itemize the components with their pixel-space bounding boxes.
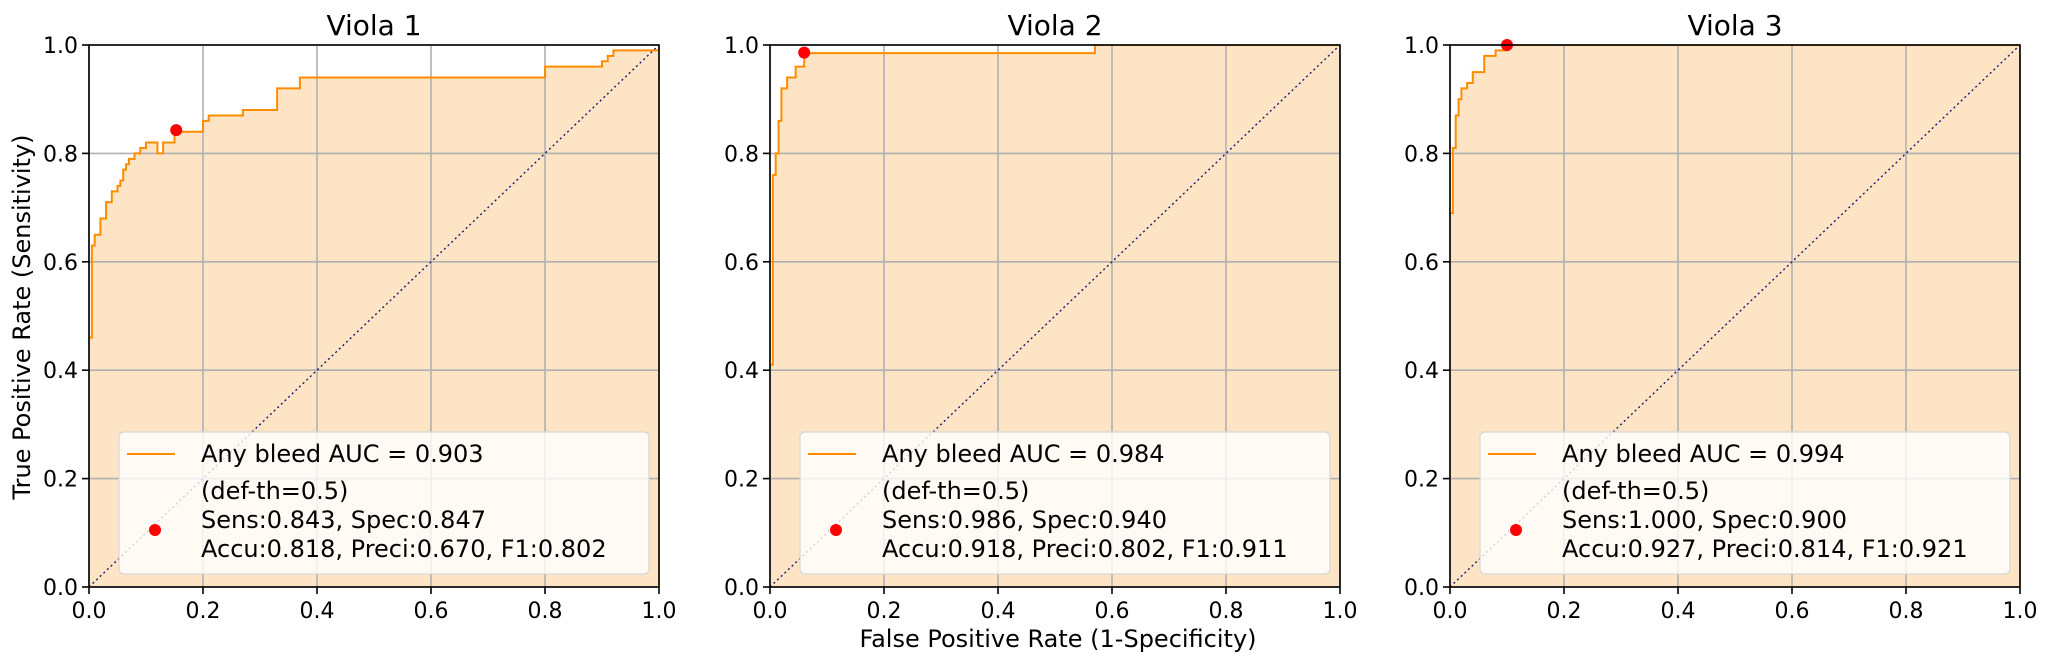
legend-metrics-line: Sens:0.843, Spec:0.847: [201, 506, 486, 534]
x-tick-label: 0.0: [1433, 599, 1468, 624]
x-tick-label: 1.0: [1323, 599, 1358, 624]
x-tick-label: 0.2: [186, 599, 221, 624]
legend-metrics-line: Accu:0.818, Preci:0.670, F1:0.802: [201, 535, 607, 563]
x-axis-label: False Positive Rate (1-Specificity): [859, 625, 1256, 653]
chart-title: Viola 2: [1007, 9, 1102, 42]
legend-auc-label: Any bleed AUC = 0.984: [882, 440, 1165, 468]
roc-curve-line: [89, 49, 659, 339]
legend-box: [118, 431, 650, 575]
y-tick-label: 0.6: [43, 251, 78, 276]
y-tick-label: 0.0: [1404, 576, 1439, 601]
y-tick-label: 0.8: [43, 142, 78, 167]
x-tick-label: 1.0: [2003, 599, 2038, 624]
legend-metrics-line: Accu:0.927, Preci:0.814, F1:0.921: [1562, 535, 1968, 563]
y-tick-label: 0.2: [1404, 468, 1439, 493]
chart-title: Viola 1: [326, 9, 421, 42]
x-tick-label: 0.2: [867, 599, 902, 624]
legend-metrics-line: (def-th=0.5): [201, 477, 348, 505]
x-tick-label: 0.2: [1547, 599, 1582, 624]
legend-metrics-line: (def-th=0.5): [882, 477, 1029, 505]
y-tick-label: 0.4: [724, 359, 759, 384]
legend-auc-label: Any bleed AUC = 0.903: [201, 440, 484, 468]
x-tick-label: 1.0: [642, 599, 677, 624]
operating-point-marker: [798, 46, 811, 59]
axes-frame: [769, 44, 1341, 588]
legend-point-swatch: [1510, 524, 1522, 536]
x-tick-label: 0.8: [528, 599, 563, 624]
chart-title: Viola 3: [1687, 9, 1782, 42]
x-tick-label: 0.6: [1095, 599, 1130, 624]
roc-curve-line: [1450, 45, 2020, 215]
y-tick-label: 1.0: [1404, 34, 1439, 59]
chart-panel-2: 0.0 0.2 0.4 0.6 0.8 1.0 0.0 0.2 0.4 0.6 0.8 1.0 Viol…: [724, 9, 1358, 624]
y-tick-label: 1.0: [724, 34, 759, 59]
legend-point-swatch: [830, 524, 842, 536]
y-tick-label: 0.4: [1404, 359, 1439, 384]
x-tick-label: 0.8: [1209, 599, 1244, 624]
legend-metrics-line: Sens:0.986, Spec:0.940: [882, 506, 1167, 534]
chart-panels: 0.0 0.2 0.4 0.6 0.8 1.0 0.0 0.2 0.4 0.6 0.8 1.0 Viol…: [43, 9, 2038, 624]
x-tick-label: 0.4: [981, 599, 1016, 624]
x-tick-label: 0.0: [753, 599, 788, 624]
y-tick-label: 0.0: [43, 576, 78, 601]
x-tick-label: 0.4: [300, 599, 335, 624]
roc-curve-line: [770, 45, 1340, 366]
y-tick-label: 0.2: [724, 468, 759, 493]
y-tick-label: 0.8: [1404, 142, 1439, 167]
legend-metrics-line: (def-th=0.5): [1562, 477, 1709, 505]
y-tick-label: 0.4: [43, 359, 78, 384]
y-tick-label: 1.0: [43, 34, 78, 59]
legend-point-swatch: [149, 524, 161, 536]
legend-auc-label: Any bleed AUC = 0.994: [1562, 440, 1845, 468]
x-tick-label: 0.8: [1889, 599, 1924, 624]
axes-frame: [88, 44, 660, 588]
x-tick-label: 0.4: [1661, 599, 1696, 624]
axes-frame: [1449, 44, 2021, 588]
legend-box: [1479, 431, 2011, 575]
y-tick-label: 0.8: [724, 142, 759, 167]
x-tick-label: 0.6: [1775, 599, 1810, 624]
operating-point-marker: [170, 124, 183, 137]
y-tick-label: 0.2: [43, 468, 78, 493]
y-axis-label: True Positive Rate (Sensitivity): [8, 134, 36, 500]
y-tick-label: 0.6: [724, 251, 759, 276]
chart-panel-1: 0.0 0.2 0.4 0.6 0.8 1.0 0.0 0.2 0.4 0.6 0.8 1.0 Viol…: [43, 9, 677, 624]
y-tick-label: 0.0: [724, 576, 759, 601]
x-tick-label: 0.6: [414, 599, 449, 624]
legend-metrics-line: Sens:1.000, Spec:0.900: [1562, 506, 1847, 534]
legend-box: [799, 431, 1331, 575]
y-tick-label: 0.6: [1404, 251, 1439, 276]
chart-panel-3: 0.0 0.2 0.4 0.6 0.8 1.0 0.0 0.2 0.4 0.6 0.8 1.0 Viol…: [1404, 9, 2038, 624]
x-tick-label: 0.0: [72, 599, 107, 624]
legend-metrics-line: Accu:0.918, Preci:0.802, F1:0.911: [882, 535, 1288, 563]
